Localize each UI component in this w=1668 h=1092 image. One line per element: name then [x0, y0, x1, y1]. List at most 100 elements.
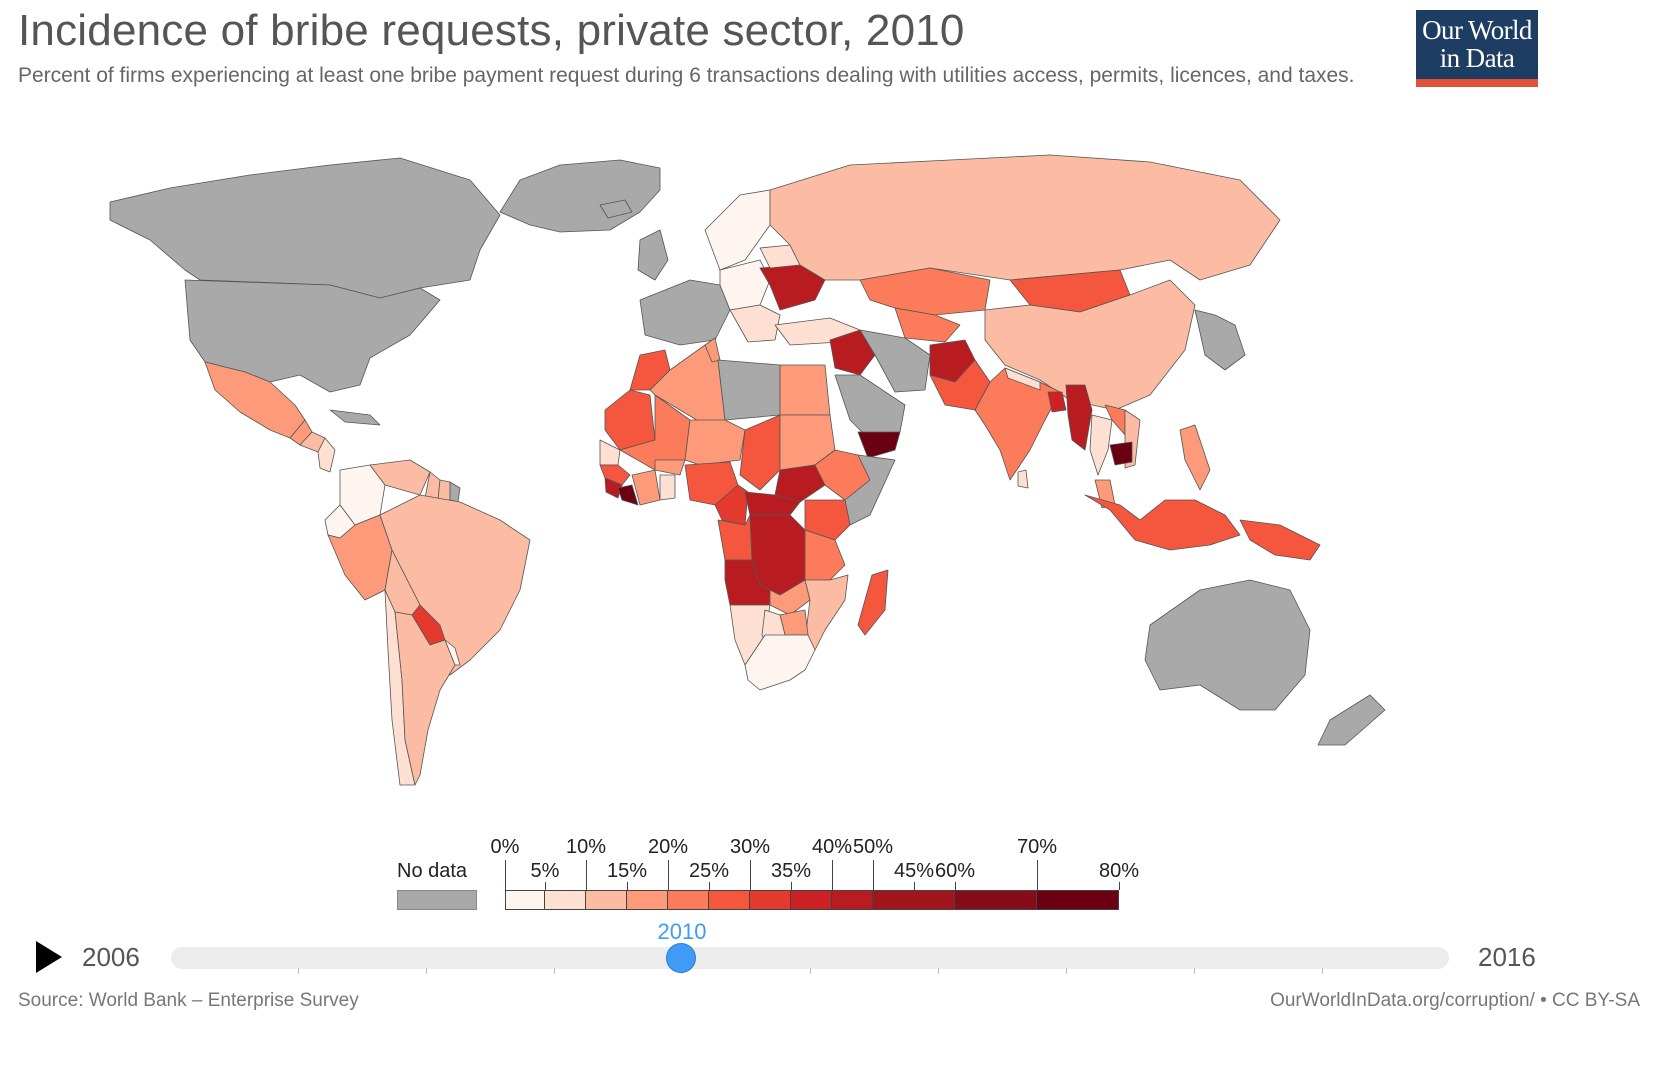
- legend-tick: [505, 860, 506, 890]
- legend-bin-label: 0%: [490, 836, 520, 858]
- legend-swatch[interactable]: [709, 890, 750, 910]
- region-china[interactable]: China: [984, 279, 1196, 411]
- region-thailand[interactable]: Thailand: [1089, 414, 1113, 476]
- legend-swatch[interactable]: [586, 890, 627, 910]
- region-kazakhstan[interactable]: Kazakhstan: [859, 267, 991, 316]
- region-liberia[interactable]: Liberia: [617, 484, 639, 506]
- timeline-tick: [554, 968, 555, 974]
- region-ghana[interactable]: Ghana: [659, 474, 676, 501]
- timeline-handle[interactable]: [666, 943, 696, 973]
- region-india[interactable]: India: [974, 367, 1061, 481]
- region-uruguay[interactable]: Uruguay: [444, 639, 461, 666]
- legend-tick: [668, 860, 669, 890]
- legend-tick: [873, 860, 874, 890]
- region-papua-new-guinea[interactable]: Papua New Guinea: [1239, 519, 1321, 561]
- legend-no-data-swatch[interactable]: [397, 890, 477, 910]
- legend-tick: [791, 882, 792, 890]
- region-balkans[interactable]: Balkans: [729, 304, 781, 343]
- region-french-guiana[interactable]: French Guiana: [449, 481, 461, 503]
- region-w-sahara-mauritania[interactable]: Western Sahara & Mauritania: [604, 389, 656, 451]
- timeline-tick: [1194, 968, 1195, 974]
- region-uk-ireland[interactable]: UK & Ireland: [637, 229, 669, 281]
- logo-accent-bar: [1416, 79, 1538, 87]
- legend-swatch[interactable]: [1037, 890, 1119, 910]
- legend-bin-label: 40%: [811, 836, 853, 858]
- region-korea-japan[interactable]: Korea & Japan: [1194, 309, 1246, 371]
- region-iran[interactable]: Iran: [859, 329, 931, 393]
- region-cameroon[interactable]: Cameroon: [714, 484, 749, 526]
- region-venezuela[interactable]: Venezuela: [369, 459, 431, 496]
- region-niger[interactable]: Niger: [684, 419, 746, 466]
- region-sri-lanka[interactable]: Sri Lanka: [1017, 469, 1029, 489]
- region-south-africa[interactable]: South Africa: [744, 634, 816, 691]
- legend-bin-label: 80%: [1098, 860, 1140, 882]
- timeline-tick: [810, 968, 811, 974]
- region-nicaragua[interactable]: Nicaragua: [317, 437, 336, 473]
- legend-swatch[interactable]: [955, 890, 1037, 910]
- region-cambodia[interactable]: Cambodia: [1109, 441, 1133, 466]
- chart-subtitle: Percent of firms experiencing at least o…: [18, 64, 1355, 87]
- region-suriname[interactable]: Suriname: [437, 479, 451, 501]
- region-central-african-republic[interactable]: Central African Republic: [744, 491, 801, 516]
- legend-bin-label: 50%: [852, 836, 894, 858]
- region-central-asia[interactable]: Central Asia: [894, 307, 961, 343]
- region-tanzania[interactable]: Tanzania: [804, 529, 846, 581]
- region-russia[interactable]: Russia: [769, 154, 1281, 281]
- timeline-tick: [938, 968, 939, 974]
- play-button[interactable]: [36, 941, 62, 973]
- region-iceland[interactable]: Iceland: [599, 199, 633, 219]
- legend-swatch[interactable]: [750, 890, 791, 910]
- region-burkina-faso[interactable]: Burkina Faso: [654, 459, 686, 476]
- region-bangladesh[interactable]: Bangladesh: [1047, 391, 1067, 413]
- region-madagascar[interactable]: Madagascar: [857, 569, 889, 636]
- region-philippines[interactable]: Philippines: [1179, 424, 1211, 491]
- region-egypt[interactable]: Egypt: [779, 364, 831, 416]
- logo-line-2: in Data: [1439, 43, 1515, 73]
- timeline-tick: [1066, 968, 1067, 974]
- legend-swatch[interactable]: [545, 890, 586, 910]
- region-libya[interactable]: Libya: [717, 359, 781, 421]
- legend-bin-label: 60%: [934, 860, 976, 882]
- timeline-tick: [1322, 968, 1323, 974]
- region-indonesia[interactable]: Indonesia: [1084, 494, 1241, 551]
- legend-swatch[interactable]: [791, 890, 832, 910]
- legend-tick: [627, 882, 628, 890]
- legend-tick: [586, 860, 587, 890]
- region-new-zealand[interactable]: New Zealand: [1317, 694, 1386, 746]
- region-yemen[interactable]: Yemen: [857, 431, 901, 459]
- region-canada[interactable]: Canada: [109, 157, 501, 299]
- timeline-track[interactable]: [171, 947, 1449, 969]
- timeline-tick: [426, 968, 427, 974]
- owid-logo[interactable]: Our World in Data: [1416, 10, 1538, 87]
- credit-link[interactable]: OurWorldInData.org/corruption/ • CC BY-S…: [1270, 990, 1640, 1011]
- region-malawi-mozambique[interactable]: Malawi & Mozambique: [804, 574, 849, 651]
- region-nepal[interactable]: Nepal: [1004, 367, 1041, 391]
- timeline-start-year[interactable]: 2006: [82, 942, 140, 972]
- region-guinea[interactable]: Guinea: [599, 464, 631, 486]
- region-south-sudan[interactable]: South Sudan: [774, 464, 826, 503]
- region-cuba[interactable]: Cuba: [329, 409, 381, 426]
- region-western-europe[interactable]: Western Europe: [639, 279, 731, 346]
- region-chad[interactable]: Chad: [739, 414, 781, 491]
- source-note: Source: World Bank – Enterprise Survey: [18, 990, 359, 1011]
- legend-swatch[interactable]: [832, 890, 873, 910]
- legend-tick: [832, 860, 833, 890]
- legend-bin-label: 10%: [565, 836, 607, 858]
- region-syria-iraq[interactable]: Syria & Iraq: [829, 329, 876, 376]
- region-myanmar[interactable]: Myanmar: [1065, 384, 1093, 451]
- legend-swatch[interactable]: [627, 890, 668, 910]
- timeline-end-year[interactable]: 2016: [1478, 942, 1536, 972]
- region-sierra-leone[interactable]: Sierra Leone: [604, 477, 623, 499]
- region-greenland[interactable]: Greenland: [499, 159, 661, 233]
- region-scandinavia[interactable]: Scandinavia: [704, 189, 771, 271]
- legend-swatch[interactable]: [873, 890, 955, 910]
- region-argentina[interactable]: Argentina: [394, 611, 456, 786]
- legend-tick: [545, 882, 546, 890]
- chart-title: Incidence of bribe requests, private sec…: [18, 6, 965, 55]
- logo-line-1: Our World: [1422, 15, 1532, 45]
- region-uganda-kenya[interactable]: Uganda & Kenya: [804, 499, 851, 541]
- region-australia[interactable]: Australia: [1144, 579, 1311, 711]
- legend-swatch[interactable]: [505, 890, 545, 910]
- legend-swatch[interactable]: [668, 890, 709, 910]
- legend-bin-label: 45%: [893, 860, 935, 882]
